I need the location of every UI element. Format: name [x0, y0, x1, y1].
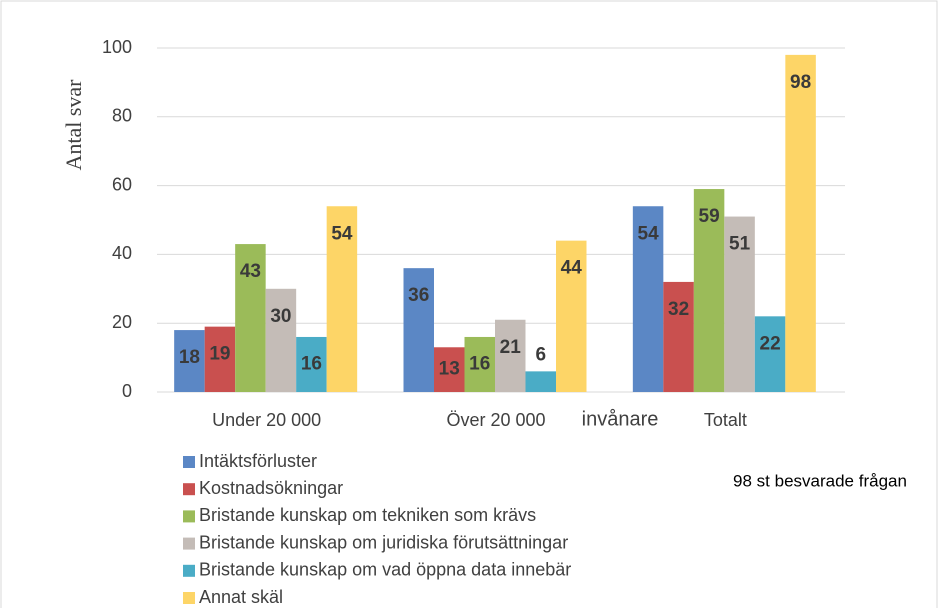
x-tick-label: Under 20 000 [212, 410, 321, 430]
bar [174, 330, 205, 392]
bar [403, 268, 434, 392]
annotation: 98 st besvarade frågan [733, 471, 907, 490]
value-label: 44 [561, 258, 583, 279]
legend-swatch [183, 592, 195, 604]
bar [632, 206, 664, 392]
value-label: 16 [301, 353, 322, 374]
legend-swatch [183, 510, 195, 523]
y-tick-label: 40 [112, 243, 132, 263]
bar [663, 281, 694, 392]
value-label: 19 [209, 344, 230, 365]
bar [235, 244, 266, 392]
bar [724, 216, 755, 392]
bar [556, 240, 587, 392]
value-label: 54 [638, 223, 660, 244]
value-label: 16 [469, 353, 490, 374]
legend-label: Kostnadsökningar [199, 478, 343, 498]
legend-swatch [183, 456, 195, 468]
legend-label: Annat skäl [199, 587, 283, 607]
y-tick-label: 0 [122, 381, 132, 401]
bar [785, 54, 816, 392]
bar [754, 316, 786, 392]
bar [495, 319, 526, 392]
bar [464, 336, 495, 392]
value-label: 32 [668, 299, 689, 320]
bar [525, 371, 556, 392]
legend-label: Bristande kunskap om tekniken som krävs [199, 505, 536, 525]
legend-label: Bristande kunskap om juridiska förutsätt… [199, 532, 568, 552]
bar [204, 326, 236, 392]
legend-swatch [183, 483, 195, 496]
y-tick-label: 60 [112, 174, 132, 194]
legend-label: Intäktsförluster [199, 451, 317, 471]
bar [326, 206, 358, 392]
y-axis-label: Antal svar [61, 79, 86, 171]
value-label: 21 [500, 337, 522, 358]
bar [434, 347, 465, 392]
value-label: 43 [240, 261, 261, 282]
value-label: 98 [790, 72, 811, 93]
value-label: 54 [331, 223, 353, 244]
value-label: 6 [535, 344, 546, 365]
value-label: 30 [270, 306, 291, 327]
bar [265, 288, 297, 392]
bar [693, 189, 725, 392]
y-tick-label: 20 [112, 312, 132, 332]
y-tick-label: 100 [102, 37, 132, 57]
value-label: 22 [760, 333, 781, 354]
legend-swatch [183, 537, 195, 550]
x-tick-label: Över 20 000 [446, 410, 545, 430]
x-tick-label: Totalt [704, 410, 747, 430]
y-tick-label: 80 [112, 106, 132, 126]
value-label: 36 [408, 285, 429, 306]
annotation: invånare [582, 408, 659, 430]
value-label: 59 [699, 206, 720, 227]
legend-label: Bristande kunskap om vad öppna data inne… [199, 560, 571, 580]
value-label: 18 [179, 347, 200, 368]
legend-swatch [183, 564, 195, 577]
bar [296, 336, 327, 392]
value-label: 13 [439, 359, 460, 380]
value-label: 51 [729, 234, 751, 255]
